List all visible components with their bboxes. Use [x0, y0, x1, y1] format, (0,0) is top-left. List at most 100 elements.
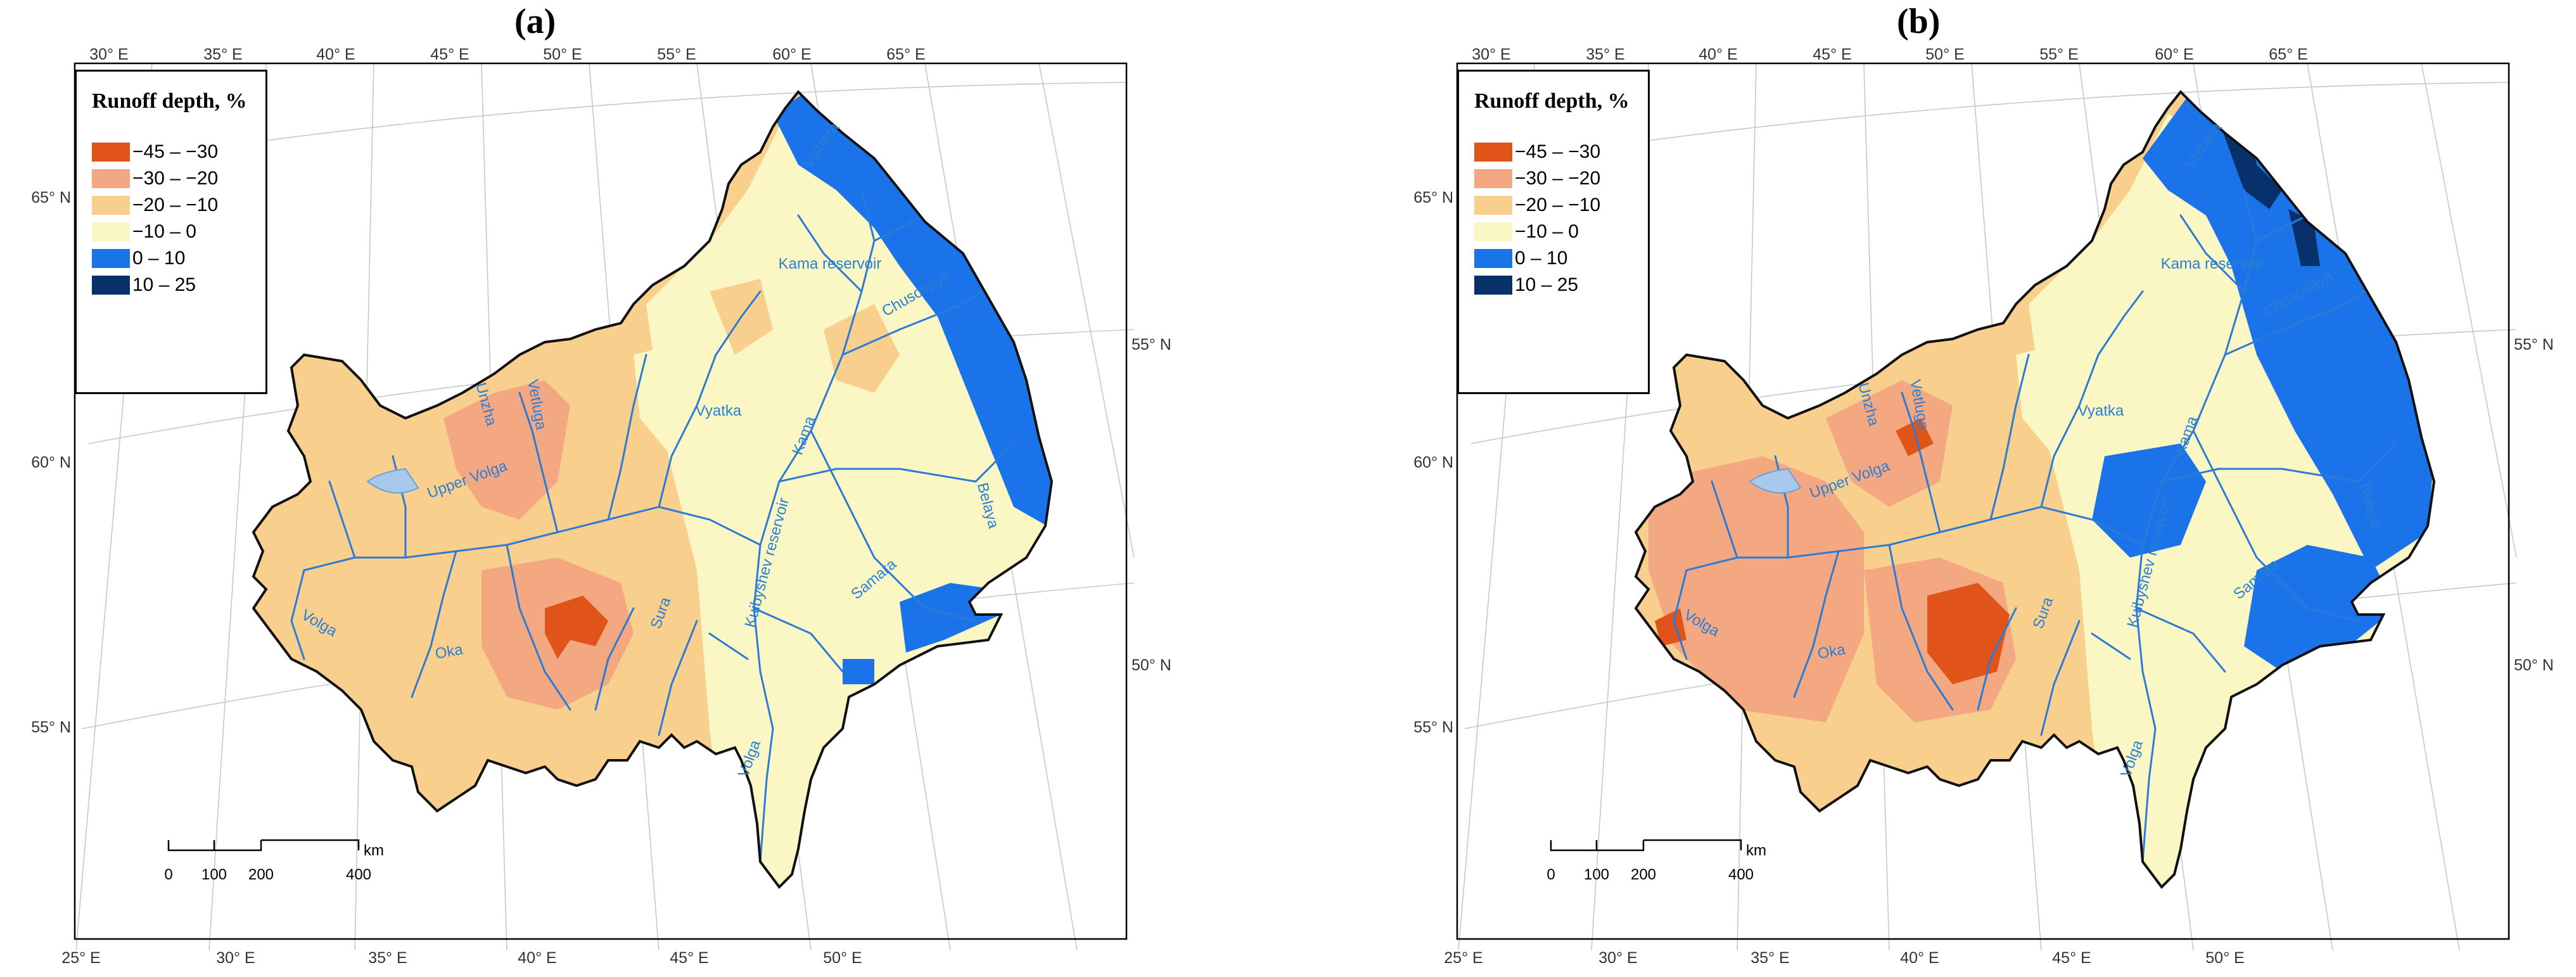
river — [2040, 620, 2081, 736]
map-frame — [73, 62, 1128, 940]
axis-tick-label: 50° E — [2205, 949, 2244, 967]
region-increase — [2092, 444, 2206, 558]
axis-tick-label: 65° N — [31, 189, 71, 207]
river — [2179, 214, 2245, 293]
scale-bar-label: 200 — [1631, 866, 1656, 883]
legend-item: −10 – 0 — [1474, 219, 1648, 245]
river — [328, 480, 356, 559]
axis-tick-label: 60° E — [2155, 46, 2193, 63]
legend-label: −10 – 0 — [132, 221, 196, 242]
axis-tick-label: 50° E — [823, 949, 862, 967]
legend-label: −10 – 0 — [1515, 221, 1579, 242]
basin-outline — [1634, 90, 2436, 890]
legend-swatch — [1474, 143, 1512, 162]
region-decline — [824, 304, 900, 393]
scale-bar-label: 0 — [164, 866, 172, 883]
panel-a-map: 30° E 35° E 40° E 45° E 50° E 55° E 60° E 65° E… — [31, 46, 1171, 967]
axis-tick-label: 30° E — [1472, 46, 1510, 63]
axis-tick-label: 65° E — [886, 46, 925, 63]
region-increase — [773, 92, 1052, 532]
legend-label: −30 – −20 — [132, 168, 219, 189]
river — [303, 506, 762, 572]
region-increase — [2143, 92, 2434, 570]
axis-tick-label: 35° E — [1586, 46, 1624, 63]
axis-tick-label: 50° E — [543, 46, 582, 63]
region-increase — [2244, 545, 2396, 672]
legend-item: 0 – 10 — [92, 245, 265, 272]
legend-item: −20 – −10 — [1474, 192, 1648, 219]
legend-label: 10 – 25 — [1515, 274, 1579, 295]
axis-tick-label: 30° E — [89, 46, 128, 63]
legend-swatch — [92, 276, 130, 295]
river — [1888, 544, 1954, 711]
scale-bar-label: 0 — [1546, 866, 1555, 883]
region-low-decline — [2016, 342, 2079, 456]
axis-tick-label: 45° E — [1813, 46, 1851, 63]
legend-swatch — [92, 169, 130, 188]
legend-swatch — [92, 249, 130, 268]
scale-bar-line — [167, 839, 360, 852]
legend-swatch — [1474, 249, 1512, 268]
axis-tick-label: 50° N — [1132, 656, 1171, 674]
river — [607, 354, 647, 521]
axis-tick-label: 30° E — [1598, 949, 1637, 967]
river — [1685, 506, 2144, 572]
reservoir — [1749, 468, 1802, 494]
legend-item: 10 – 25 — [92, 272, 265, 298]
river — [2091, 632, 2131, 660]
panel-b-title: (b) — [1897, 2, 1941, 41]
scale-bar: 0 100 200 400 km — [1546, 839, 1766, 883]
river — [1711, 480, 1738, 559]
river-label: Kama reservoir — [779, 255, 882, 272]
river — [753, 189, 876, 863]
map-frame — [1456, 62, 2510, 940]
river-network — [290, 189, 1015, 863]
legend-title: Runoff depth, % — [92, 89, 247, 113]
graticule-line — [2421, 63, 2517, 558]
axis-tick-label: 45° E — [2052, 949, 2091, 967]
river — [753, 607, 844, 673]
river-label: Vyatka — [696, 402, 742, 419]
axis-tick-label: 45° E — [430, 46, 469, 63]
legend-label: −30 – −20 — [1515, 168, 1601, 189]
legend-swatch — [1474, 276, 1512, 295]
river — [1901, 392, 1941, 533]
legend-item: 10 – 25 — [1474, 272, 1648, 298]
legend-label: −45 – −30 — [1515, 141, 1601, 162]
legend-item: −30 – −20 — [92, 165, 265, 192]
panel-b-map: 30° E 35° E 40° E 45° E 50° E 55° E 60° E 65° E… — [1413, 46, 2554, 967]
axis-tick-label: 35° E — [368, 949, 407, 967]
river — [810, 430, 977, 622]
axis-tick-label: 30° E — [216, 949, 255, 967]
legend-item: 0 – 10 — [1474, 245, 1648, 272]
legend-swatch — [92, 196, 130, 215]
legend-swatch — [1474, 196, 1512, 215]
river — [658, 290, 762, 508]
axis-tick-label: 40° E — [1900, 949, 1939, 967]
river — [658, 620, 698, 736]
legend-label: −45 – −30 — [132, 141, 219, 162]
river-label: Vyatka — [2078, 402, 2124, 419]
river — [1793, 550, 1840, 698]
river — [2224, 278, 2385, 356]
panel-a-title: (a) — [514, 2, 556, 41]
axis-tick-label: 60° E — [772, 46, 811, 63]
axis-tick-label: 45° E — [670, 949, 708, 967]
legend-item: −30 – −20 — [1474, 165, 1648, 192]
scale-bar-line — [1550, 839, 1742, 852]
legend-item: −20 – −10 — [92, 192, 265, 219]
region-moderate-decline — [1826, 380, 1953, 507]
axis-tick-label: 65° E — [2269, 46, 2307, 63]
legend-item: −45 – −30 — [1474, 139, 1648, 165]
river — [1673, 569, 1688, 660]
scale-bar-label: 400 — [346, 866, 371, 883]
legend-label: 0 – 10 — [132, 248, 186, 269]
river — [841, 278, 1002, 356]
reservoir — [366, 468, 419, 494]
legend-item: −10 – 0 — [92, 219, 265, 245]
axis-labels: 30° E 35° E 40° E 45° E 50° E 55° E 60° E 65° E… — [1413, 46, 2554, 967]
graticule-line — [1038, 63, 1135, 558]
scale-bar-label: 100 — [201, 866, 227, 883]
axis-tick-label: 65° N — [1413, 189, 1453, 207]
axis-tick-label: 60° N — [1413, 454, 1453, 471]
